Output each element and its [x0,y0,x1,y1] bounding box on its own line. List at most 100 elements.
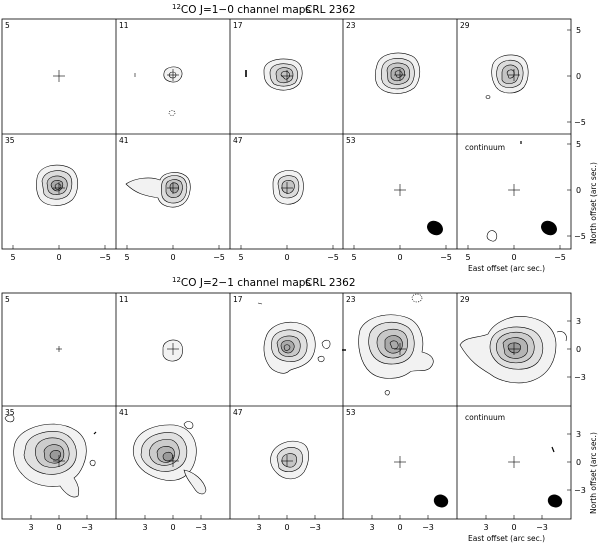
fb-x-tick: −3 [422,523,434,532]
figure-a-title: 12CO J=1−0 channel maps [172,3,311,16]
figure-b-y-label: North offset (arc sec.) [589,432,598,514]
fa-panel-label: 35 [5,136,15,145]
figure-a-x-label: East offset (arc sec.) [468,264,545,273]
figure-b-title: 12CO J=2−1 channel maps [172,276,311,289]
figure-b-x-tick-labels: 3 0 −3 3 0 −3 3 0 −3 3 0 −3 3 0 −3 [28,523,547,532]
figure-b-source: CRL 2362 [305,277,356,289]
fa-x-tick: 5 [465,253,470,262]
fb-panel-53-content [394,456,449,508]
fb-panel-label: 53 [346,408,356,417]
fa-panel-11-content [134,66,183,116]
fb-panel-label: 17 [233,295,243,304]
fb-x-tick: 0 [511,523,516,532]
fa-x-tick: 0 [170,253,175,262]
figure-a-y-tick-labels: 5 0 −5 5 0 −5 [574,26,586,241]
figure-b-x-label: East offset (arc sec.) [468,534,545,543]
fb-y-tick: −3 [574,373,586,382]
fa-x-tick: −5 [213,253,225,262]
figure-b-contours [4,293,567,508]
fa-x-tick: 0 [511,253,516,262]
figure-b-grid [1,292,572,520]
fa-x-tick: −5 [327,253,339,262]
fa-panel-label: 5 [5,21,10,30]
fa-x-tick: 5 [10,253,15,262]
fa-panel-label: 29 [460,21,470,30]
figure-b-title-sup: 12 [172,276,181,284]
fa-panel-label: 23 [346,21,356,30]
fb-y-tick: 3 [576,317,581,326]
fa-x-tick: 0 [56,253,61,262]
fb-x-tick: 0 [397,523,402,532]
fb-panel-continuum-content [508,446,563,508]
figure-a-x-tick-labels: 5 0 −5 5 0 −5 5 0 −5 5 0 −5 5 0 −5 [10,253,565,262]
figure-a-title-main: CO J=1−0 channel maps [181,4,311,16]
fb-y-tick: −3 [574,486,586,495]
fb-panel-label: 5 [5,295,10,304]
fa-x-tick: −5 [554,253,566,262]
fa-panel-23-content [374,52,421,94]
fa-y-tick: 5 [576,26,581,35]
fb-panel-label: 29 [460,295,470,304]
fa-x-tick: 0 [397,253,402,262]
fb-panel-5-content [56,346,62,352]
fa-panel-41-content [125,172,191,208]
fa-y-tick: −5 [574,118,586,127]
fa-y-tick: 0 [576,186,581,195]
fb-x-tick: −3 [536,523,548,532]
fb-panel-label: continuum [465,413,505,422]
fa-y-tick: 0 [576,72,581,81]
fb-x-tick: 0 [284,523,289,532]
fb-panel-label: 11 [119,295,129,304]
fb-x-tick: 3 [142,523,147,532]
fb-x-tick: 0 [170,523,175,532]
fb-x-tick: 3 [256,523,261,532]
figure-b-panel-labels: 5 11 17 23 29 35 41 47 53 continuum [5,295,505,422]
fb-x-tick: −3 [309,523,321,532]
figure-b-title-main: CO J=2−1 channel maps [181,277,311,289]
fa-y-tick: −5 [574,232,586,241]
fa-panel-53-content [394,184,443,236]
figure-a-source: CRL 2362 [305,4,356,16]
fa-x-tick: −5 [99,253,111,262]
fb-x-tick: 3 [28,523,33,532]
fb-panel-label: 23 [346,295,356,304]
fa-x-tick: 5 [238,253,243,262]
fa-x-tick: 5 [124,253,129,262]
fa-panel-5-content [53,70,65,82]
fb-panel-35-content [4,414,97,498]
fb-panel-11-content [162,339,183,362]
figure-a-y-label: North offset (arc sec.) [589,162,598,244]
fa-panel-continuum-content [486,141,557,242]
fb-panel-29-content [459,316,567,384]
fa-panel-label: 47 [233,136,243,145]
fa-panel-label: continuum [465,143,505,152]
fa-panel-label: 53 [346,136,356,145]
fb-panel-17-content [257,302,346,374]
fb-x-tick: −3 [195,523,207,532]
figure-b-tick-marks [30,320,571,519]
fa-x-tick: −5 [440,253,452,262]
fb-panel-23-content [358,293,434,396]
fa-panel-35-content [36,164,79,206]
fa-panel-label: 11 [119,21,129,30]
fb-panel-label: 41 [119,408,129,417]
fa-panel-label: 41 [119,136,129,145]
figure-b-y-tick-labels: 3 0 −3 3 0 −3 [574,317,586,495]
figure-a-title-sup: 12 [172,3,181,11]
figure-a-grid [1,18,572,250]
fb-x-tick: 3 [483,523,488,532]
figure-a-contours [36,52,557,242]
fb-panel-label: 35 [5,408,15,417]
fa-x-tick: 5 [351,253,356,262]
fa-panel-47-content [272,170,304,205]
fb-panel-label: 47 [233,408,243,417]
fb-x-tick: 0 [56,523,61,532]
fb-y-tick: 0 [576,345,581,354]
fb-y-tick: 0 [576,458,581,467]
fb-panel-41-content [132,421,207,495]
fa-panel-17-content [245,58,303,91]
fa-y-tick: 5 [576,140,581,149]
fb-x-tick: −3 [81,523,93,532]
fb-y-tick: 3 [576,430,581,439]
